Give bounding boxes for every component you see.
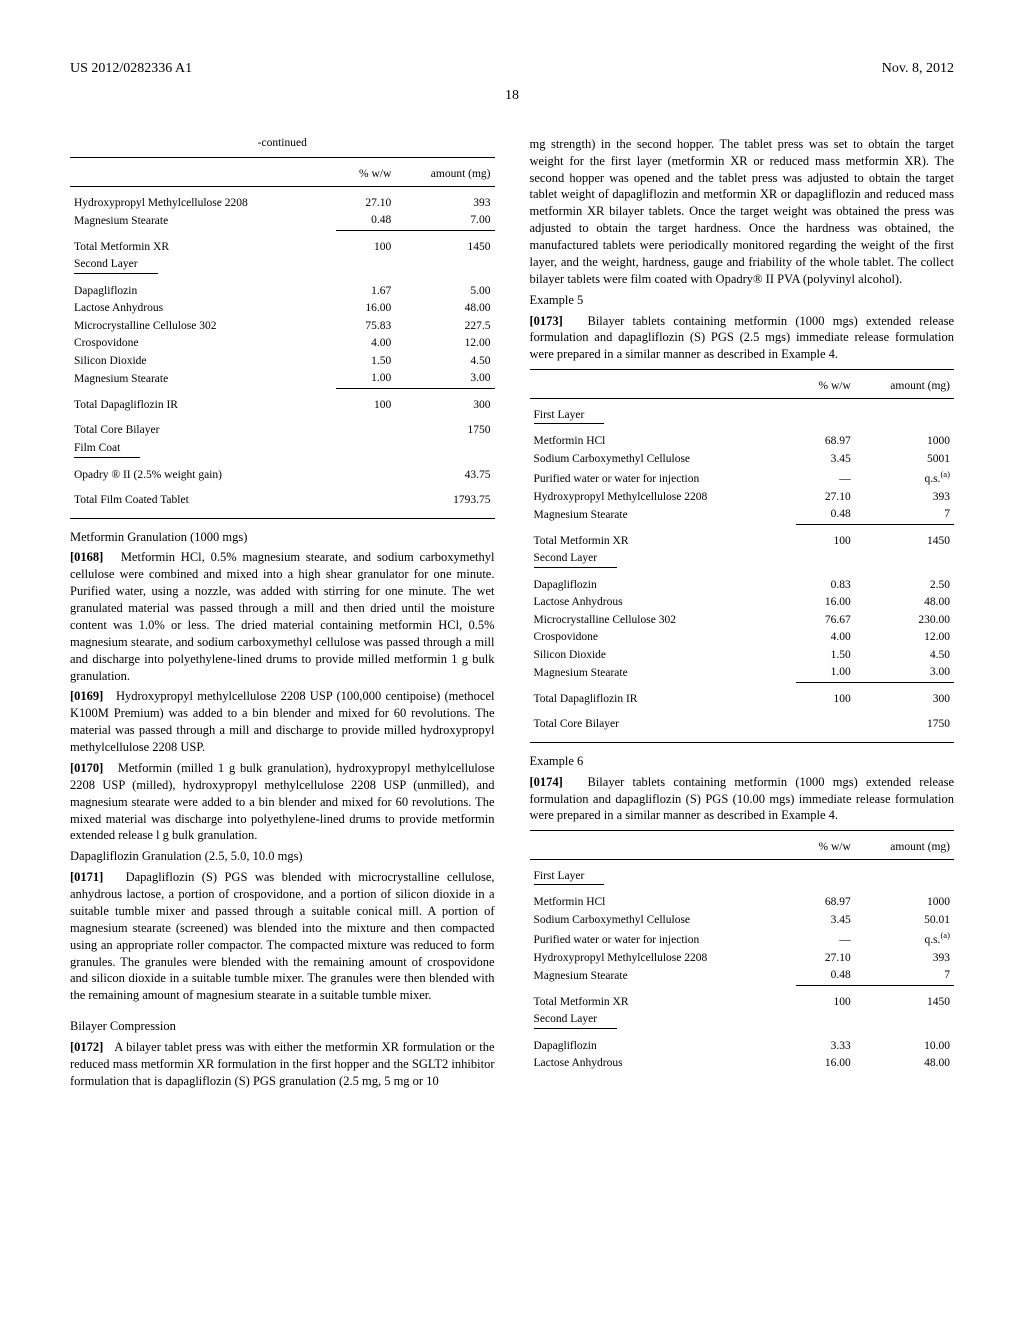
doc-number: US 2012/0282336 A1: [70, 60, 192, 79]
table-row: Dapagliflozin3.3310.00: [530, 1038, 955, 1056]
table1-continued: -continued: [70, 136, 495, 152]
table-row: Total Core Bilayer1750: [70, 422, 495, 440]
table-row: Lactose Anhydrous16.0048.00: [530, 594, 955, 612]
table-row: Magnesium Stearate0.487: [530, 967, 955, 985]
table-row: Second Layer: [530, 550, 955, 569]
table-row: Sodium Carboxymethyl Cellulose3.4550.01: [530, 912, 955, 930]
table-row: Dapagliflozin0.832.50: [530, 577, 955, 595]
table-row: Total Metformin XR1001450: [70, 239, 495, 257]
col-ww: % w/w: [336, 166, 395, 186]
dapa-granulation-title: Dapagliflozin Granulation (2.5, 5.0, 10.…: [70, 848, 495, 865]
table-row: Magnesium Stearate1.003.00: [530, 664, 955, 682]
table-row: Crospovidone4.0012.00: [530, 629, 955, 647]
page-header: US 2012/0282336 A1 Nov. 8, 2012: [70, 60, 954, 79]
para-0173: [0173] Bilayer tablets containing metfor…: [530, 313, 955, 364]
col-ww: % w/w: [796, 839, 855, 859]
table-row: Lactose Anhydrous16.0048.00: [530, 1055, 955, 1073]
table-row: Total Dapagliflozin IR100300: [530, 691, 955, 709]
col-amt: amount (mg): [395, 166, 494, 186]
page-number: 18: [70, 87, 954, 106]
table-row: Opadry ® II (2.5% weight gain)43.75: [70, 467, 495, 485]
para-0171: [0171] Dapagliflozin (S) PGS was blended…: [70, 869, 495, 1004]
table1: % w/w amount (mg) Hydroxypropyl Methylce…: [70, 157, 495, 518]
page: US 2012/0282336 A1 Nov. 8, 2012 18 -cont…: [0, 0, 1024, 1320]
table-row: Silicon Dioxide1.504.50: [70, 353, 495, 371]
example-5-title: Example 5: [530, 292, 955, 309]
example-6-title: Example 6: [530, 753, 955, 770]
table-row: Magnesium Stearate1.003.00: [70, 370, 495, 388]
table-row: Total Film Coated Tablet1793.75: [70, 492, 495, 510]
bilayer-title: Bilayer Compression: [70, 1018, 495, 1035]
table-row: Purified water or water for injection—q.…: [530, 929, 955, 949]
table-row: Hydroxypropyl Methylcellulose 220827.103…: [530, 489, 955, 507]
table-row: Total Metformin XR1001450: [530, 533, 955, 551]
table-row: Magnesium Stearate0.487.00: [70, 212, 495, 230]
table-row: Lactose Anhydrous16.0048.00: [70, 300, 495, 318]
table-row: Crospovidone4.0012.00: [70, 335, 495, 353]
table-row: Magnesium Stearate0.487: [530, 506, 955, 524]
table-row: Hydroxypropyl Methylcellulose 220827.103…: [530, 950, 955, 968]
table-row: Second Layer: [70, 256, 495, 275]
table-row: Total Core Bilayer1750: [530, 716, 955, 734]
table-row: Sodium Carboxymethyl Cellulose3.455001: [530, 451, 955, 469]
table2: % w/w amount (mg) First Layer Metformin …: [530, 369, 955, 743]
table-row: Silicon Dioxide1.504.50: [530, 647, 955, 665]
left-column: -continued % w/w amount (mg) Hydroxyprop…: [70, 136, 495, 1094]
table-row: Total Metformin XR1001450: [530, 994, 955, 1012]
table-row: Hydroxypropyl Methylcellulose 220827.103…: [70, 195, 495, 213]
doc-date: Nov. 8, 2012: [882, 60, 954, 79]
para-0169: [0169] Hydroxypropyl methylcellulose 220…: [70, 688, 495, 756]
table-row: Second Layer: [530, 1011, 955, 1030]
table-row: Microcrystalline Cellulose 30276.67230.0…: [530, 612, 955, 630]
para-0174: [0174] Bilayer tablets containing metfor…: [530, 774, 955, 825]
table-row: First Layer: [530, 407, 955, 426]
table-row: Metformin HCl68.971000: [530, 433, 955, 451]
table-row: Dapagliflozin1.675.00: [70, 283, 495, 301]
table-row: Microcrystalline Cellulose 30275.83227.5: [70, 318, 495, 336]
table-row: Film Coat: [70, 440, 495, 459]
para-0170: [0170] Metformin (milled 1 g bulk granul…: [70, 760, 495, 844]
col-amt: amount (mg): [855, 839, 954, 859]
right-column: mg strength) in the second hopper. The t…: [530, 136, 955, 1094]
table-row: Total Dapagliflozin IR100300: [70, 397, 495, 415]
table-row: Metformin HCl68.971000: [530, 894, 955, 912]
table-row: First Layer: [530, 868, 955, 887]
metformin-granulation-title: Metformin Granulation (1000 mgs): [70, 529, 495, 546]
para-0172: [0172] A bilayer tablet press was with e…: [70, 1039, 495, 1090]
table-row: Purified water or water for injection—q.…: [530, 468, 955, 488]
para-0168: [0168] Metformin HCl, 0.5% magnesium ste…: [70, 549, 495, 684]
table3: % w/w amount (mg) First Layer Metformin …: [530, 830, 955, 1073]
col-amt: amount (mg): [855, 378, 954, 398]
col-ww: % w/w: [796, 378, 855, 398]
para-0172-cont: mg strength) in the second hopper. The t…: [530, 136, 955, 288]
